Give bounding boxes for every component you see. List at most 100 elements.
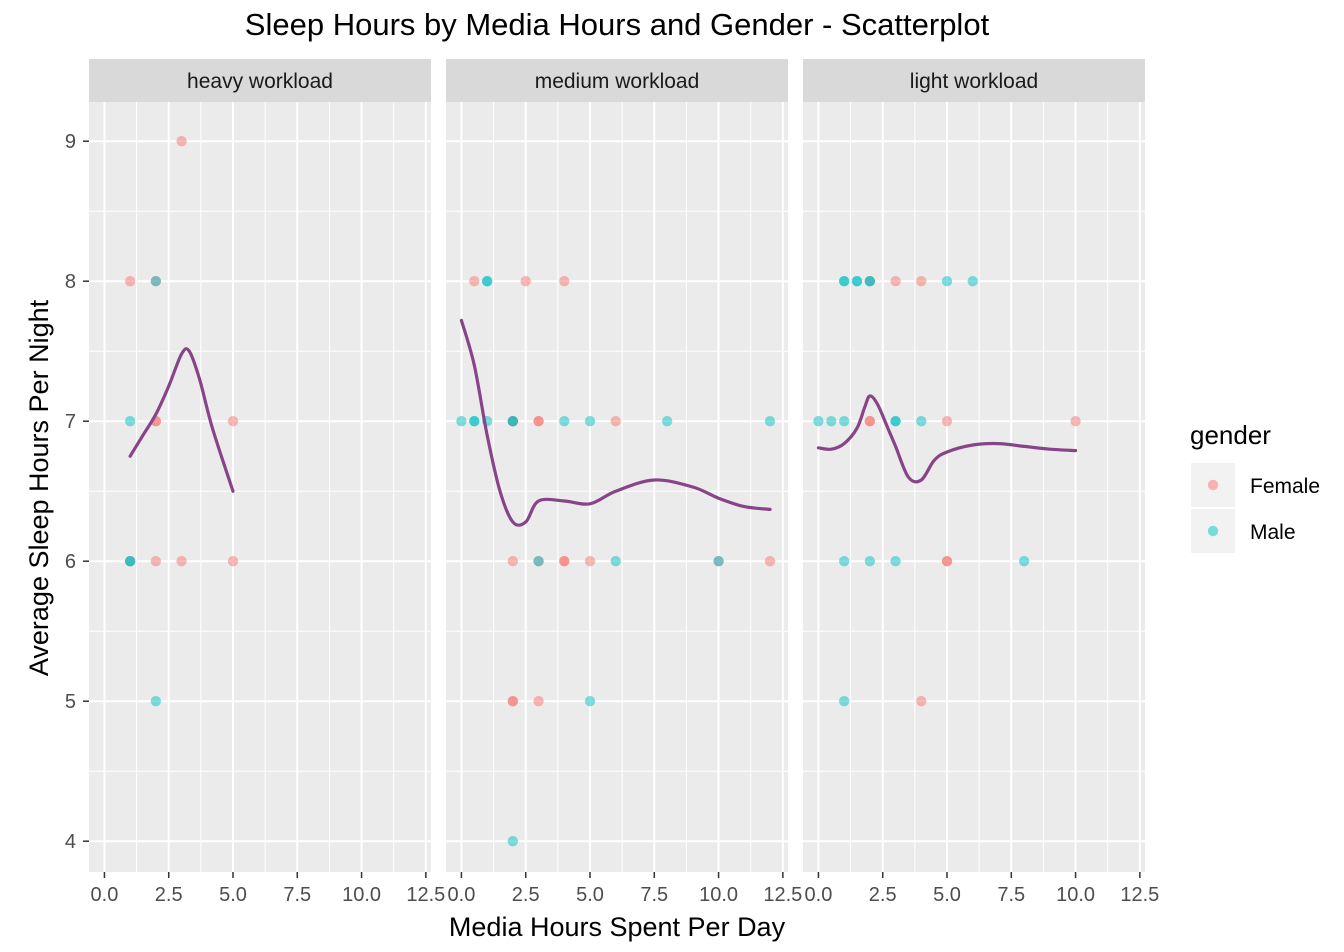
facet-strip (89, 59, 431, 102)
data-point (838, 416, 850, 427)
x-tick-label: 12.5 (406, 884, 445, 906)
data-point (890, 556, 901, 567)
smooth-trend-line (128, 347, 235, 493)
x-tick-label: 7.5 (640, 884, 668, 906)
x-tick-label: 5.0 (933, 884, 961, 906)
data-point (584, 696, 596, 707)
legend-label: Female (1250, 475, 1320, 498)
panel-background (89, 102, 431, 872)
data-point (661, 416, 673, 427)
legend-title: gender (1190, 420, 1271, 450)
data-point (507, 696, 519, 707)
data-point (176, 136, 187, 147)
facet-strip-label: heavy workload (187, 70, 333, 93)
facet-strip (446, 59, 788, 102)
data-point (150, 556, 162, 567)
y-tick-label: 9 (65, 131, 76, 153)
x-tick-label: 0.0 (91, 884, 119, 906)
x-tick-label: 7.5 (283, 884, 311, 906)
data-point (826, 416, 837, 427)
facet-panel: light workload 0.0 2.5 5.0 7.5 10.0 12.5 (803, 59, 1159, 906)
data-point (584, 556, 596, 567)
x-tick-label: 2.5 (869, 884, 897, 906)
smooth-trend-line (816, 394, 1078, 484)
facet-strip (803, 59, 1145, 102)
data-point (1070, 416, 1081, 427)
data-point (533, 696, 544, 707)
data-point (941, 276, 953, 287)
x-tick-label: 0.0 (448, 884, 476, 906)
data-point (764, 556, 776, 567)
facet-strip-label: light workload (910, 70, 1038, 93)
chart-title: Sleep Hours by Media Hours and Gender - … (245, 7, 990, 42)
legend-key-point (1207, 479, 1219, 491)
data-point (469, 416, 480, 427)
data-point (481, 276, 493, 287)
data-point (124, 416, 136, 427)
data-point (456, 416, 467, 427)
data-point (890, 416, 901, 427)
data-point (864, 276, 876, 287)
data-point (584, 416, 596, 427)
smooth-trend-line (459, 318, 772, 527)
data-point (610, 416, 621, 427)
data-point (941, 416, 953, 427)
data-point (941, 556, 953, 567)
data-point (851, 276, 863, 287)
x-tick-label: 5.0 (576, 884, 604, 906)
data-point (507, 556, 519, 567)
data-point (520, 276, 531, 287)
x-tick-label: 10.0 (342, 884, 381, 906)
data-point (1018, 556, 1030, 567)
y-axis: 4 5 6 7 8 9 (65, 131, 89, 853)
data-point (507, 836, 519, 847)
legend-label: Male (1250, 521, 1296, 544)
data-point (838, 556, 850, 567)
y-tick-label: 4 (65, 831, 76, 853)
x-tick-label: 10.0 (699, 884, 738, 906)
y-tick-label: 7 (65, 411, 76, 433)
legend: gender Female Male (1190, 420, 1320, 553)
y-tick-label: 5 (65, 691, 76, 713)
facet-panel: medium workload 0.0 2.5 5.0 7.5 10.0 12.5 (446, 59, 802, 906)
legend-key-point (1207, 525, 1219, 537)
data-point (533, 416, 544, 427)
data-point (176, 556, 187, 567)
x-tick-label: 10.0 (1056, 884, 1095, 906)
data-point (916, 416, 927, 427)
data-point (610, 556, 621, 567)
data-point (559, 556, 570, 567)
x-tick-label: 12.5 (1120, 884, 1159, 906)
x-tick-label: 0.0 (805, 884, 833, 906)
y-tick-label: 6 (65, 551, 76, 573)
data-point (533, 556, 544, 567)
data-point (124, 556, 136, 567)
data-point (150, 696, 162, 707)
data-point (469, 276, 480, 287)
data-point (559, 416, 570, 427)
data-point (838, 276, 850, 287)
facet-strip-label: medium workload (535, 70, 700, 93)
y-tick-label: 8 (65, 271, 76, 293)
data-point (916, 696, 927, 707)
x-axis-title: Media Hours Spent Per Day (449, 912, 786, 942)
data-point (967, 276, 978, 287)
panel-background (446, 102, 788, 872)
x-tick-label: 12.5 (763, 884, 802, 906)
data-point (507, 416, 519, 427)
data-point (916, 276, 927, 287)
data-point (713, 556, 724, 567)
data-point (838, 696, 850, 707)
data-point (150, 276, 162, 287)
data-point (227, 416, 239, 427)
x-tick-label: 2.5 (512, 884, 540, 906)
data-point (813, 416, 824, 427)
x-tick-label: 5.0 (219, 884, 247, 906)
panel-background (803, 102, 1145, 872)
data-point (764, 416, 776, 427)
x-tick-label: 2.5 (155, 884, 183, 906)
data-point (890, 276, 901, 287)
y-axis-title: Average Sleep Hours Per Night (24, 299, 54, 676)
